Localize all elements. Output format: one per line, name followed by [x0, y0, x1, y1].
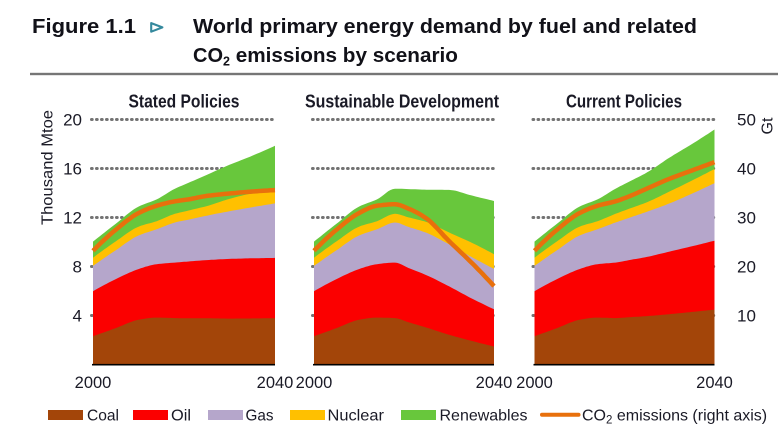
- svg-text:Gt: Gt: [760, 117, 777, 134]
- svg-text:50: 50: [737, 111, 756, 130]
- svg-text:Nuclear: Nuclear: [328, 408, 385, 425]
- svg-text:Gas: Gas: [246, 408, 274, 425]
- svg-text:2040: 2040: [257, 374, 294, 392]
- svg-text:20: 20: [737, 258, 756, 277]
- svg-text:Figure 1.1: Figure 1.1: [32, 16, 136, 38]
- svg-text:CO2 emissions by scenario: CO2 emissions by scenario: [193, 45, 458, 68]
- svg-text:4: 4: [73, 307, 82, 326]
- svg-text:8: 8: [73, 258, 82, 277]
- svg-text:Renewables: Renewables: [440, 408, 528, 425]
- svg-text:2040: 2040: [476, 374, 513, 392]
- svg-text:2000: 2000: [516, 374, 553, 392]
- svg-text:Thousand Mtoe: Thousand Mtoe: [40, 110, 57, 225]
- svg-text:2040: 2040: [696, 374, 733, 392]
- svg-text:10: 10: [737, 307, 756, 326]
- svg-text:World primary energy demand by: World primary energy demand by fuel and …: [193, 16, 697, 38]
- svg-text:20: 20: [63, 111, 82, 130]
- svg-text:Current Policies: Current Policies: [566, 92, 682, 112]
- svg-text:12: 12: [63, 209, 82, 228]
- svg-text:30: 30: [737, 209, 756, 228]
- svg-text:Sustainable Development: Sustainable Development: [305, 92, 499, 112]
- svg-text:Oil: Oil: [171, 408, 191, 425]
- svg-text:CO2 emissions (right axis): CO2 emissions (right axis): [582, 408, 767, 427]
- svg-text:2000: 2000: [75, 374, 112, 392]
- svg-text:40: 40: [737, 160, 756, 179]
- svg-text:Coal: Coal: [87, 408, 119, 425]
- svg-text:2000: 2000: [296, 374, 333, 392]
- svg-text:Stated Policies: Stated Policies: [129, 92, 240, 112]
- svg-text:16: 16: [63, 160, 82, 179]
